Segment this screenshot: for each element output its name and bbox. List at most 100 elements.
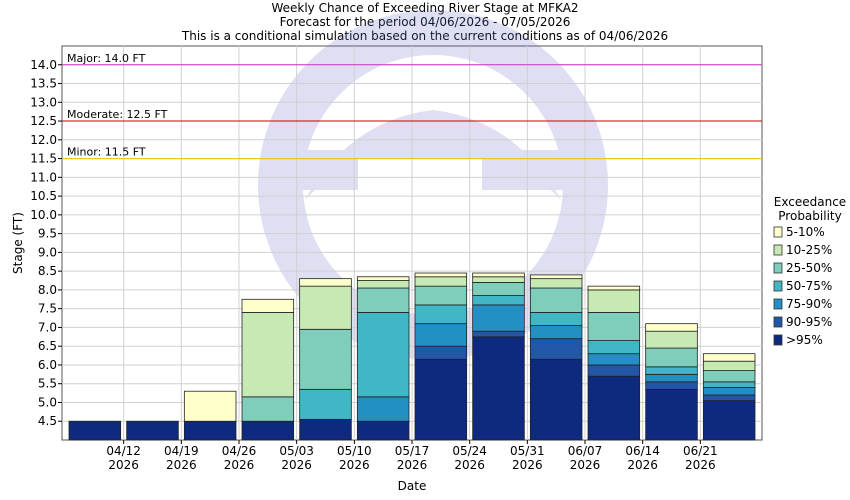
bar-segment <box>414 345 468 360</box>
bar-segment <box>645 347 698 368</box>
y-axis-title: Stage (FT) <box>11 212 25 274</box>
bar-segment <box>702 387 756 396</box>
y-tick-label: 10.5 <box>30 189 57 203</box>
bar-segment <box>472 295 525 306</box>
y-tick-label: 13.5 <box>30 77 57 91</box>
x-tick-year: 2026 <box>512 458 543 472</box>
bar-segment <box>472 272 525 278</box>
bar-segment <box>414 272 468 278</box>
bar-segment <box>414 358 468 441</box>
bar-segment <box>587 312 641 341</box>
bar-segment <box>299 278 352 287</box>
bar-segment <box>702 353 756 362</box>
x-tick-date: 05/31 <box>510 444 545 458</box>
bar-segment <box>241 396 295 422</box>
x-tick-year: 2026 <box>627 458 658 472</box>
bar-segment <box>702 400 756 441</box>
legend-swatch <box>773 316 783 328</box>
x-tick-date: 06/14 <box>625 444 660 458</box>
legend-title-line1: Exceedance <box>774 195 846 209</box>
x-tick-date: 05/10 <box>337 444 372 458</box>
threshold-major-label: Major: 14.0 FT <box>67 52 146 65</box>
legend-swatch <box>773 298 783 310</box>
bar-segment <box>241 420 295 441</box>
y-tick-label: 7.5 <box>38 302 57 316</box>
bar-segment <box>241 312 295 398</box>
bar-segment <box>472 304 525 332</box>
bar-segment <box>529 287 583 313</box>
x-tick-year: 2026 <box>570 458 601 472</box>
legend: Exceedance Probability 5-10% 10-25% 25-50%… <box>773 195 846 347</box>
bar-segment <box>299 418 352 441</box>
x-tick-year: 2026 <box>281 458 312 472</box>
x-tick-date: 04/26 <box>222 444 257 458</box>
y-tick-label: 4.5 <box>38 414 57 428</box>
bar-segment <box>183 390 237 422</box>
bar-segment <box>299 285 352 330</box>
flood-thresholds: Major: 14.0 FT Moderate: 12.5 FT Minor: … <box>62 52 762 160</box>
y-tick-label: 6.5 <box>38 339 57 353</box>
bar-segment <box>299 328 352 390</box>
bar-segment <box>587 353 641 366</box>
legend-title-line2: Probability <box>778 209 841 223</box>
bar-segment <box>414 285 468 306</box>
x-axis-title: Date <box>398 479 427 493</box>
bar-segment <box>587 285 641 291</box>
bar-segment <box>529 325 583 340</box>
x-tick-date: 04/19 <box>164 444 199 458</box>
y-tick-label: 9.0 <box>38 245 57 259</box>
legend-label: >95% <box>786 333 823 347</box>
bar-segment <box>529 278 583 289</box>
y-tick-label: 9.5 <box>38 227 57 241</box>
bar-segment <box>183 420 237 441</box>
bar-segment <box>587 289 641 313</box>
bar-segment <box>241 298 295 313</box>
bar-segment <box>126 420 179 441</box>
legend-swatch <box>773 244 783 256</box>
bar-segment <box>645 323 698 332</box>
x-tick-year: 2026 <box>454 458 485 472</box>
y-tick-label: 8.0 <box>38 283 57 297</box>
legend-label: 90-95% <box>786 315 832 329</box>
bar-segment <box>529 274 583 280</box>
legend-swatch <box>773 226 783 238</box>
bar-segment <box>645 381 698 390</box>
noaa-watermark-logo <box>258 10 608 360</box>
x-axis: 04/12202604/19202604/26202605/03202605/1… <box>106 440 718 472</box>
x-tick-year: 2026 <box>166 458 197 472</box>
bar-segment <box>702 360 756 371</box>
y-tick-label: 12.5 <box>30 114 57 128</box>
x-tick-date: 05/17 <box>395 444 430 458</box>
x-tick-date: 06/21 <box>683 444 718 458</box>
bar-segment <box>587 364 641 377</box>
legend-label: 10-25% <box>786 243 832 257</box>
y-tick-label: 5.5 <box>38 377 57 391</box>
chart-subtitle: Forecast for the period 04/06/2026 - 07/… <box>280 15 571 29</box>
legend-swatch <box>773 280 783 292</box>
y-tick-label: 13.0 <box>30 95 57 109</box>
threshold-moderate-label: Moderate: 12.5 FT <box>67 108 168 121</box>
bar-segment <box>529 312 583 326</box>
bar-segment <box>645 373 698 383</box>
bar-segment <box>68 420 122 441</box>
x-tick-year: 2026 <box>224 458 255 472</box>
bar-segment <box>472 276 525 283</box>
y-tick-label: 10.0 <box>30 208 57 222</box>
bar-segment <box>414 323 468 347</box>
bar-segment <box>356 396 410 422</box>
bar-segment <box>356 280 410 289</box>
bar-segment <box>645 330 698 349</box>
bar-segment <box>587 375 641 441</box>
legend-label: 75-90% <box>786 297 832 311</box>
bar-segment <box>702 381 756 388</box>
legend-label: 5-10% <box>786 225 825 239</box>
x-tick-year: 2026 <box>685 458 716 472</box>
y-tick-label: 5.0 <box>38 395 57 409</box>
bar-segment <box>299 388 352 420</box>
bar-segment <box>529 358 583 441</box>
legend-label: 50-75% <box>786 279 832 293</box>
bar-segment <box>472 330 525 338</box>
bar-segment <box>414 276 468 287</box>
x-tick-date: 05/03 <box>279 444 314 458</box>
